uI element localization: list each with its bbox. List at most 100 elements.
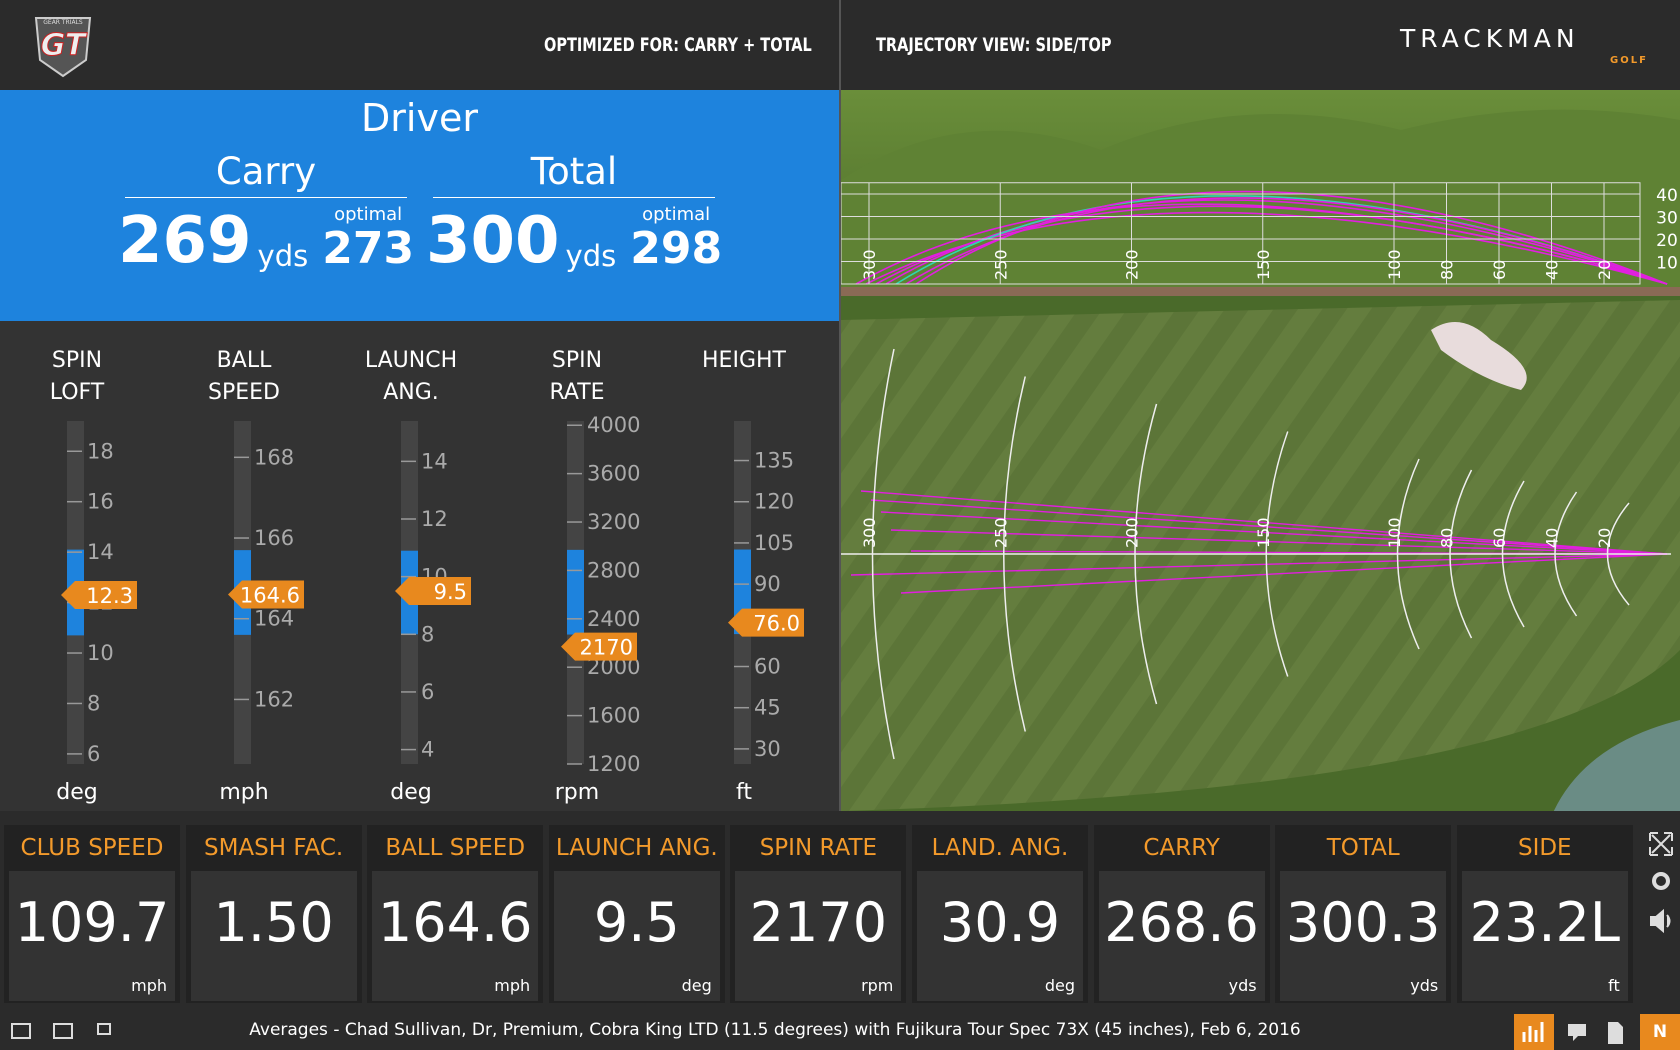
metric-label: SIDE xyxy=(1517,835,1572,861)
sound-icon[interactable] xyxy=(1650,908,1671,934)
gauge-unit: deg xyxy=(56,780,97,805)
value-label: 2170 xyxy=(580,636,633,660)
layout-icon[interactable] xyxy=(97,1023,111,1035)
top-distance-label: 200 xyxy=(1123,517,1142,548)
side-distance-label: 60 xyxy=(1490,260,1509,280)
tick-label: 12 xyxy=(421,507,448,531)
metric-unit: yds xyxy=(1410,976,1439,995)
top-trajectory xyxy=(860,490,1668,555)
value-label: 12.3 xyxy=(86,584,133,608)
layout-icon[interactable] xyxy=(11,1023,31,1039)
tick-label: 4000 xyxy=(587,413,640,437)
metric-unit: yds xyxy=(1228,976,1257,995)
session-info: Averages - Chad Sullivan, Dr, Premium, C… xyxy=(249,1020,1301,1040)
metric-label: CLUB SPEED xyxy=(20,835,164,861)
tick-label: 10 xyxy=(87,641,114,665)
gauge-unit: ft xyxy=(736,780,752,805)
side-trajectory xyxy=(905,197,1668,285)
metric-tile: LAND. ANG. 30.9 deg xyxy=(912,825,1088,1003)
gauge-title: RATE xyxy=(549,380,604,405)
value-pointer xyxy=(395,577,471,606)
metric-tile: CARRY 268.6 yds xyxy=(1093,825,1270,1003)
top-distance-label: 150 xyxy=(1254,517,1273,548)
gauge-unit: deg xyxy=(390,780,431,805)
metric-label: SPIN RATE xyxy=(759,835,878,861)
fairway xyxy=(841,300,1680,811)
result-value: 300 xyxy=(425,204,560,278)
top-distance-label: 300 xyxy=(860,517,879,548)
metric-tile: CLUB SPEED 109.7 mph xyxy=(4,825,180,1003)
metric-box: 1.50 xyxy=(190,871,357,1001)
tick-label: 135 xyxy=(754,449,794,473)
height-label: 30 xyxy=(1656,209,1678,229)
result-unit: yds xyxy=(257,239,309,273)
fullscreen-icon[interactable] xyxy=(1649,832,1673,856)
trajectory-view: TRAJECTORY VIEW: SIDE/TOP xyxy=(876,34,1112,56)
footer: Averages - Chad Sullivan, Dr, Premium, C… xyxy=(0,1012,1680,1050)
layout-icon[interactable] xyxy=(53,1023,73,1039)
metric-label: TOTAL xyxy=(1326,835,1400,861)
tick-label: 105 xyxy=(754,531,794,555)
gauge-title: LOFT xyxy=(50,380,105,405)
metric-box: 300.3 yds xyxy=(1280,871,1447,1001)
top-trajectory xyxy=(880,511,1668,555)
brand-sub: GOLF xyxy=(1610,55,1648,66)
tick-label: 164 xyxy=(254,607,294,631)
tick-label: 3200 xyxy=(587,510,640,534)
tick-label: 14 xyxy=(87,540,114,564)
club-name: Driver xyxy=(361,96,478,140)
gauge-title: SPIN xyxy=(52,348,102,373)
top-distance-label: 100 xyxy=(1385,517,1404,548)
top-distance-label: 20 xyxy=(1595,528,1614,548)
tick-label: 45 xyxy=(754,696,781,720)
result: Carry 269 yds optimal 273 xyxy=(118,150,414,273)
hill-shape xyxy=(841,109,1680,290)
metric-box: 2170 rpm xyxy=(735,871,902,1001)
result-row: 300 yds optimal 298 xyxy=(426,204,722,273)
tick-label: 6 xyxy=(421,680,434,704)
gauge-title: SPIN xyxy=(552,348,602,373)
side-distance-label: 80 xyxy=(1438,260,1457,280)
value-pointer xyxy=(228,580,304,609)
top-distance-label: 60 xyxy=(1490,528,1509,548)
metric-label: SMASH FAC. xyxy=(203,835,344,861)
tick-label: 166 xyxy=(254,526,294,550)
chart-button[interactable] xyxy=(1514,1014,1554,1050)
value-label: 76.0 xyxy=(753,612,800,636)
side-trajectory xyxy=(865,211,1668,285)
metric-value: 109.7 xyxy=(14,891,170,954)
tick-label: 18 xyxy=(87,439,114,463)
optimal: optimal 298 xyxy=(630,204,722,273)
logo-text: GT xyxy=(41,28,88,63)
logo-shield xyxy=(34,17,92,78)
side-icons xyxy=(1649,832,1673,934)
tick-label: 8 xyxy=(87,691,100,715)
settings-icon[interactable] xyxy=(1652,872,1670,890)
tick-label: 8 xyxy=(421,622,434,646)
summary-panel: Driver Carry 269 yds optimal 273 Total 300 yds o… xyxy=(0,90,839,321)
result-value: 269 xyxy=(117,204,252,278)
tick-label: 1600 xyxy=(587,704,640,728)
result-label: Total xyxy=(433,150,715,198)
top-distance-label: 250 xyxy=(991,517,1010,548)
top-trajectory xyxy=(900,553,1668,594)
optimized-for: OPTIMIZED FOR: CARRY + TOTAL xyxy=(544,34,812,56)
tick-label: 6 xyxy=(87,742,100,766)
metric-label: LAUNCH ANG. xyxy=(555,835,718,861)
metric-value: 23.2L xyxy=(1469,891,1620,954)
view-icons xyxy=(11,1023,111,1039)
gauge-title: LAUNCH xyxy=(365,348,457,373)
user-badge[interactable]: N xyxy=(1640,1014,1680,1050)
optimal-band xyxy=(567,549,584,635)
gauge-title: SPEED xyxy=(208,380,280,405)
tick-label: 168 xyxy=(254,445,294,469)
comment-icon[interactable] xyxy=(1568,1024,1586,1041)
file-icon[interactable] xyxy=(1608,1022,1623,1044)
top-distance-label: 40 xyxy=(1543,528,1562,548)
water xyxy=(1541,720,1680,811)
value-label: 164.6 xyxy=(240,584,300,608)
height-label: 10 xyxy=(1656,254,1678,274)
metric-tile: TOTAL 300.3 yds xyxy=(1275,825,1452,1003)
